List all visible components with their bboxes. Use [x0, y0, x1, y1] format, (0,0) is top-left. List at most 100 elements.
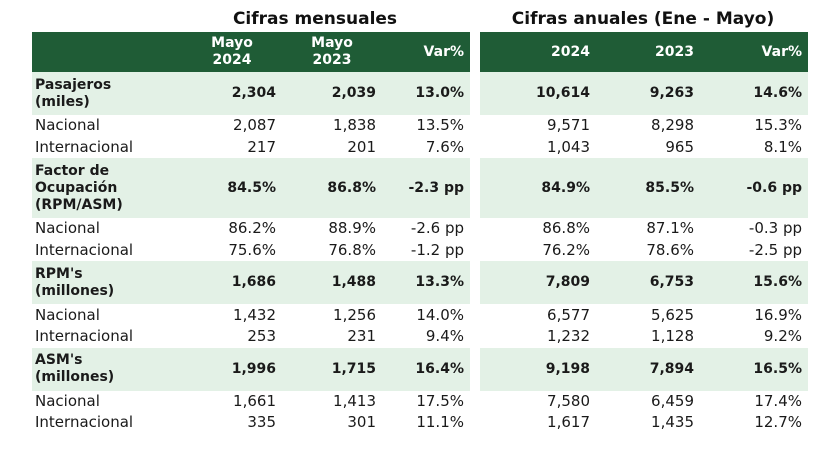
value-annual-2024: 7,809 — [480, 261, 596, 305]
value-annual-var: 16.9% — [754, 305, 802, 324]
monthly-header-label-cell — [32, 32, 182, 72]
value-annual-2023: 78.6% — [646, 241, 694, 260]
row-label: Internacional — [35, 327, 134, 346]
value-annual-2024: 76.2% — [542, 241, 590, 260]
annual-table-row: 6,577 5,625 16.9% — [480, 304, 808, 326]
monthly-table-row: Factor de Ocupación (RPM/ASM) 84.5% 86.8% -2.… — [32, 158, 470, 219]
value-annual-var: 12.7% — [754, 413, 802, 432]
value-monthly-var: 11.1% — [416, 413, 464, 432]
value-annual-var: 8.1% — [763, 137, 802, 156]
value-monthly-var: -2.3 pp — [382, 158, 470, 219]
monthly-table-row: Nacional 1,661 1,413 17.5% — [32, 391, 470, 413]
value-annual-2024: 1,043 — [547, 137, 590, 156]
value-monthly-var: 13.5% — [416, 116, 464, 135]
value-annual-var: -0.3 pp — [748, 219, 802, 238]
value-mayo-2023: 1,488 — [282, 261, 382, 305]
value-mayo-2024: 2,087 — [233, 116, 276, 135]
value-mayo-2023: 2,039 — [282, 72, 382, 115]
value-annual-2024: 10,614 — [480, 72, 596, 115]
monthly-table-row: RPM's (millones) 1,686 1,488 13.3% — [32, 261, 470, 305]
value-annual-2024: 9,571 — [547, 116, 590, 135]
header-annual-2023: 2023 — [596, 32, 700, 72]
annual-table-row: 9,571 8,298 15.3% — [480, 115, 808, 137]
value-annual-var: 14.6% — [700, 72, 808, 115]
annual-section-title: Cifras anuales (Ene - Mayo) — [511, 9, 775, 29]
header-monthly-var: Var% — [382, 32, 470, 72]
row-label: RPM's (millones) — [32, 261, 182, 305]
value-annual-2023: 1,128 — [651, 327, 694, 346]
annual-table-row: 1,232 1,128 9.2% — [480, 326, 808, 348]
annual-table-row: 84.9% 85.5% -0.6 pp — [480, 158, 808, 219]
annual-table-row: 9,198 7,894 16.5% — [480, 347, 808, 391]
value-annual-2024: 86.8% — [542, 219, 590, 238]
header-annual-var: Var% — [700, 32, 808, 72]
row-label: Nacional — [35, 116, 100, 135]
value-mayo-2023: 1,256 — [333, 305, 376, 324]
monthly-table-row: Nacional 86.2% 88.9% -2.6 pp — [32, 218, 470, 240]
header-mayo-2023: Mayo 2023 — [282, 32, 382, 72]
annual-table-panel: 2024 2023 Var% 10,614 9,263 14.6% 9,571 8,29… — [480, 32, 808, 434]
value-monthly-var: 13.3% — [382, 261, 470, 305]
value-annual-var: 15.3% — [754, 116, 802, 135]
value-annual-2023: 6,459 — [651, 391, 694, 410]
annual-table-row: 10,614 9,263 14.6% — [480, 72, 808, 115]
monthly-table-row: Pasajeros (miles) 2,304 2,039 13.0% — [32, 72, 470, 115]
value-annual-2023: 965 — [665, 137, 694, 156]
value-mayo-2024: 217 — [247, 137, 276, 156]
value-monthly-var: -2.6 pp — [410, 219, 464, 238]
value-mayo-2023: 1,715 — [282, 347, 382, 391]
row-label: Pasajeros (miles) — [32, 72, 182, 115]
value-monthly-var: 13.0% — [382, 72, 470, 115]
monthly-table-row: Nacional 2,087 1,838 13.5% — [32, 115, 470, 137]
value-annual-var: 15.6% — [700, 261, 808, 305]
monthly-table-row: ASM's (millones) 1,996 1,715 16.4% — [32, 347, 470, 391]
value-mayo-2024: 253 — [247, 327, 276, 346]
monthly-table-row: Nacional 1,432 1,256 14.0% — [32, 304, 470, 326]
annual-table: 2024 2023 Var% 10,614 9,263 14.6% 9,571 8,29… — [480, 32, 808, 434]
annual-header-row: 2024 2023 Var% — [480, 32, 808, 72]
monthly-table-row: Internacional 75.6% 76.8% -1.2 pp — [32, 240, 470, 262]
value-monthly-var: 7.6% — [425, 137, 464, 156]
value-annual-var: -2.5 pp — [748, 241, 802, 260]
row-label: Internacional — [35, 241, 134, 260]
value-mayo-2023: 1,838 — [333, 116, 376, 135]
annual-table-row: 7,809 6,753 15.6% — [480, 261, 808, 305]
value-annual-2023: 5,625 — [651, 305, 694, 324]
monthly-table-row: Internacional 217 201 7.6% — [32, 137, 470, 159]
value-monthly-var: 9.4% — [425, 327, 464, 346]
row-label: Internacional — [35, 137, 134, 156]
value-mayo-2024: 84.5% — [182, 158, 282, 219]
value-mayo-2024: 1,996 — [182, 347, 282, 391]
value-monthly-var: -1.2 pp — [410, 241, 464, 260]
row-label: ASM's (millones) — [32, 347, 182, 391]
annual-table-row: 76.2% 78.6% -2.5 pp — [480, 240, 808, 262]
value-mayo-2024: 1,686 — [182, 261, 282, 305]
value-annual-var: 9.2% — [763, 327, 802, 346]
value-annual-2024: 84.9% — [480, 158, 596, 219]
value-monthly-var: 14.0% — [416, 305, 464, 324]
value-annual-2024: 9,198 — [480, 347, 596, 391]
value-annual-2024: 7,580 — [547, 391, 590, 410]
value-mayo-2024: 75.6% — [228, 241, 276, 260]
value-mayo-2024: 2,304 — [182, 72, 282, 115]
value-mayo-2023: 88.9% — [328, 219, 376, 238]
value-mayo-2024: 86.2% — [228, 219, 276, 238]
header-mayo-2024: Mayo 2024 — [182, 32, 282, 72]
value-mayo-2023: 201 — [347, 137, 376, 156]
monthly-header-row: Mayo 2024 Mayo 2023 Var% — [32, 32, 470, 72]
value-annual-2023: 1,435 — [651, 413, 694, 432]
monthly-table: Mayo 2024 Mayo 2023 Var% Pasajeros (miles) 2… — [32, 32, 470, 434]
annual-table-row: 1,043 965 8.1% — [480, 137, 808, 159]
value-monthly-var: 16.4% — [382, 347, 470, 391]
value-annual-var: -0.6 pp — [700, 158, 808, 219]
value-annual-2023: 7,894 — [596, 347, 700, 391]
value-annual-2023: 6,753 — [596, 261, 700, 305]
monthly-table-row: Internacional 335 301 11.1% — [32, 412, 470, 434]
value-mayo-2023: 86.8% — [282, 158, 382, 219]
value-mayo-2023: 231 — [347, 327, 376, 346]
value-annual-2024: 1,232 — [547, 327, 590, 346]
row-label: Nacional — [35, 219, 100, 238]
value-annual-var: 17.4% — [754, 391, 802, 410]
value-mayo-2023: 1,413 — [333, 391, 376, 410]
value-mayo-2023: 301 — [347, 413, 376, 432]
